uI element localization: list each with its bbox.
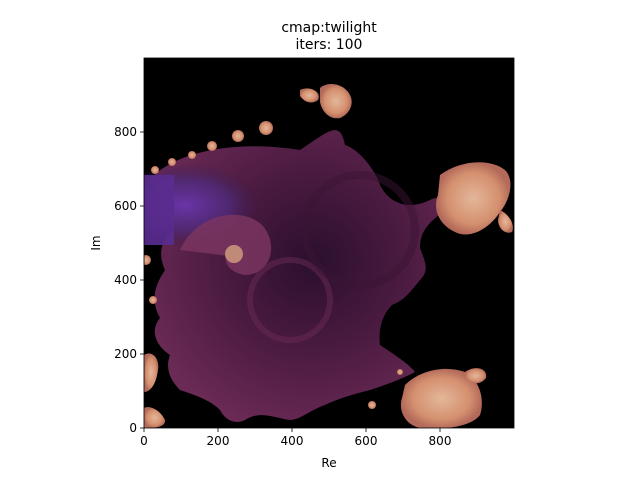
spiral-eye — [225, 245, 243, 263]
y-axis: 0 200 400 600 800 — [114, 125, 144, 435]
y-tick-label-0: 0 — [129, 421, 137, 435]
y-axis-label: Im — [89, 235, 103, 250]
axes-frame — [143, 57, 515, 429]
x-tick-label-0: 0 — [140, 434, 148, 448]
y-tick-label-400: 400 — [114, 273, 137, 287]
y-tick-label-800: 800 — [114, 125, 137, 139]
violet-edge — [144, 175, 174, 245]
x-axis-label: Re — [321, 456, 336, 470]
inner-swirl-2 — [301, 171, 419, 289]
chart-title-line-1: cmap:twilight — [281, 20, 377, 36]
x-axis: 0 200 400 600 800 — [140, 428, 451, 448]
x-tick-label-800: 800 — [429, 434, 452, 448]
x-tick-label-400: 400 — [281, 434, 304, 448]
y-tick-label-200: 200 — [114, 347, 137, 361]
chart-title-line-2: iters: 100 — [296, 37, 363, 53]
x-tick-label-200: 200 — [207, 434, 230, 448]
heatmap-image — [144, 58, 514, 428]
y-tick-label-600: 600 — [114, 199, 137, 213]
x-tick-label-600: 600 — [355, 434, 378, 448]
spiral-arm — [180, 214, 272, 275]
inner-swirl-1 — [247, 257, 333, 343]
tendrils — [144, 84, 513, 428]
